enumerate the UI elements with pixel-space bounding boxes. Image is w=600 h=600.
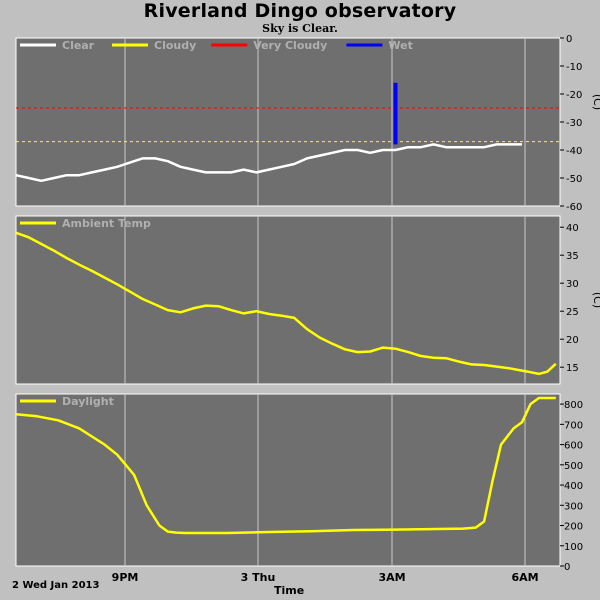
sky-status: Sky is Clear. (262, 22, 338, 35)
page-title: Riverland Dingo observatory (143, 0, 457, 22)
legend-label-0-0: Clear (62, 39, 95, 52)
plot-panel-2 (15, 393, 561, 567)
y-tick-label-2-3: 300 (564, 501, 583, 512)
y-tick-label-0-3: -30 (566, 118, 582, 129)
y-tick-label-1-3: 30 (566, 279, 579, 290)
y-tick-label-0-1: -10 (566, 62, 582, 73)
y-tick-label-2-7: 700 (564, 420, 583, 431)
y-tick-label-0-6: -60 (566, 202, 582, 213)
legend-label-0-2: Very Cloudy (253, 39, 327, 52)
legend-label-1-0: Ambient Temp (62, 217, 151, 230)
plot-panel-0 (15, 37, 561, 207)
x-axis-title: Time (274, 584, 305, 597)
y-tick-label-1-2: 25 (566, 307, 579, 318)
y-axis-unit-1: (C) (591, 292, 600, 308)
y-tick-label-2-5: 500 (564, 461, 583, 472)
y-tick-label-0-5: -50 (566, 174, 582, 185)
y-tick-label-0-4: -40 (566, 146, 582, 157)
y-tick-label-0-2: -20 (566, 90, 582, 101)
x-tick-3-thu: 3 Thu (240, 571, 276, 584)
y-axis-unit-0: (C) (591, 94, 600, 110)
legend-label-0-1: Cloudy (154, 39, 196, 52)
x-tick-6am: 6AM (511, 571, 539, 584)
y-tick-label-1-4: 35 (566, 251, 579, 262)
x-axis-start-date: 2 Wed Jan 2013 (12, 580, 100, 591)
y-tick-label-2-0: 0 (564, 562, 570, 573)
y-tick-label-1-1: 20 (566, 335, 579, 346)
y-tick-label-2-4: 400 (564, 481, 583, 492)
y-tick-label-1-5: 40 (566, 223, 579, 234)
y-tick-label-2-2: 200 (564, 522, 583, 533)
plot-panel-1 (15, 215, 561, 385)
x-tick-3am: 3AM (378, 571, 406, 584)
y-tick-label-2-1: 100 (564, 542, 583, 553)
y-tick-label-0-0: 0 (566, 34, 572, 45)
y-tick-label-2-6: 600 (564, 441, 583, 452)
legend-label-2-0: Daylight (62, 395, 114, 408)
y-tick-label-1-0: 15 (566, 363, 579, 374)
x-tick-9pm: 9PM (111, 571, 139, 584)
series-line-ambient-temp (15, 231, 557, 376)
series-line-clear (15, 143, 522, 183)
series-line-daylight (15, 396, 556, 535)
y-tick-label-2-8: 800 (564, 400, 583, 411)
legend-label-0-3: Wet (388, 39, 412, 52)
